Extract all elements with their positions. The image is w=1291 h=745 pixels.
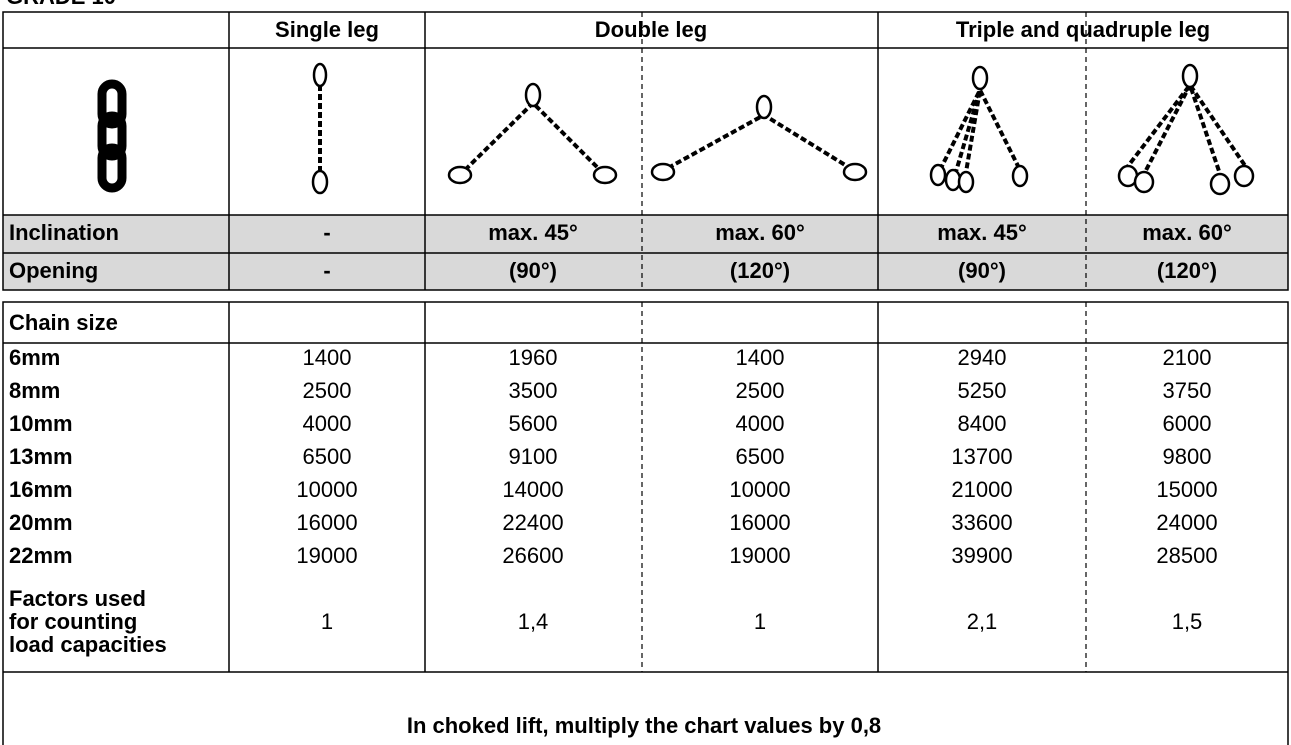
angle-value: max. 45°	[937, 220, 1027, 245]
chain-size: 16mm	[9, 477, 73, 502]
load-value: 9100	[509, 444, 558, 469]
chain-link-icon	[97, 79, 127, 193]
load-value: 10000	[729, 477, 790, 502]
angle-value: max. 60°	[715, 220, 805, 245]
angle-value: -	[323, 258, 330, 283]
load-value: 15000	[1156, 477, 1217, 502]
load-value: 21000	[951, 477, 1012, 502]
chain-size: 6mm	[9, 345, 60, 370]
double-leg-45-icon	[447, 82, 618, 185]
chain-size: 13mm	[9, 444, 73, 469]
row-label: Opening	[9, 258, 98, 283]
load-value: 5250	[958, 378, 1007, 403]
load-value: 4000	[736, 411, 785, 436]
factor-value: 1,4	[518, 609, 549, 634]
angle-value: (120°)	[1157, 258, 1217, 283]
chain-size: 22mm	[9, 543, 73, 568]
factor-value: 1,5	[1172, 609, 1203, 634]
group-header: Single leg	[275, 17, 379, 42]
angle-value: (90°)	[509, 258, 557, 283]
angle-value: (120°)	[730, 258, 790, 283]
factors-label: Factors used	[9, 586, 146, 611]
factor-value: 2,1	[967, 609, 998, 634]
double-leg-60-icon	[650, 94, 868, 182]
factor-value: 1	[321, 609, 333, 634]
factor-value: 1	[754, 609, 766, 634]
load-value: 24000	[1156, 510, 1217, 535]
load-value: 2500	[303, 378, 352, 403]
load-value: 5600	[509, 411, 558, 436]
factors-label: load capacities	[9, 632, 167, 657]
column-header: Chain size	[9, 310, 118, 335]
multi-leg-60-icon	[1117, 63, 1255, 196]
load-value: 2940	[958, 345, 1007, 370]
group-header: Double leg	[595, 17, 707, 42]
angle-value: (90°)	[958, 258, 1006, 283]
load-value: 26600	[502, 543, 563, 568]
load-value: 16000	[729, 510, 790, 535]
load-value: 8400	[958, 411, 1007, 436]
load-value: 4000	[303, 411, 352, 436]
group-header: Triple and quadruple leg	[956, 17, 1210, 42]
footer-note: In choked lift, multiply the chart value…	[407, 713, 881, 738]
angle-value: max. 60°	[1142, 220, 1232, 245]
load-value: 22400	[502, 510, 563, 535]
load-value: 14000	[502, 477, 563, 502]
load-value: 2500	[736, 378, 785, 403]
load-value: 6500	[736, 444, 785, 469]
load-value: 28500	[1156, 543, 1217, 568]
load-value: 9800	[1163, 444, 1212, 469]
grade-title: GRADE 10	[6, 0, 116, 9]
load-value: 10000	[296, 477, 357, 502]
load-value: 33600	[951, 510, 1012, 535]
table-lines	[2, 11, 1289, 745]
load-value: 1400	[303, 345, 352, 370]
load-value: 19000	[296, 543, 357, 568]
load-value: 6000	[1163, 411, 1212, 436]
load-value: 19000	[729, 543, 790, 568]
load-value: 3750	[1163, 378, 1212, 403]
load-value: 39900	[951, 543, 1012, 568]
load-value: 13700	[951, 444, 1012, 469]
load-value: 3500	[509, 378, 558, 403]
multi-leg-45-icon	[929, 65, 1029, 194]
chain-size: 20mm	[9, 510, 73, 535]
load-value: 16000	[296, 510, 357, 535]
factors-label: for counting	[9, 609, 137, 634]
row-label: Inclination	[9, 220, 119, 245]
angle-value: -	[323, 220, 330, 245]
angle-value: max. 45°	[488, 220, 578, 245]
chain-size: 8mm	[9, 378, 60, 403]
load-value: 2100	[1163, 345, 1212, 370]
load-value: 1400	[736, 345, 785, 370]
load-value: 1960	[509, 345, 558, 370]
load-value: 6500	[303, 444, 352, 469]
chain-size: 10mm	[9, 411, 73, 436]
single-leg-icon	[311, 62, 329, 195]
